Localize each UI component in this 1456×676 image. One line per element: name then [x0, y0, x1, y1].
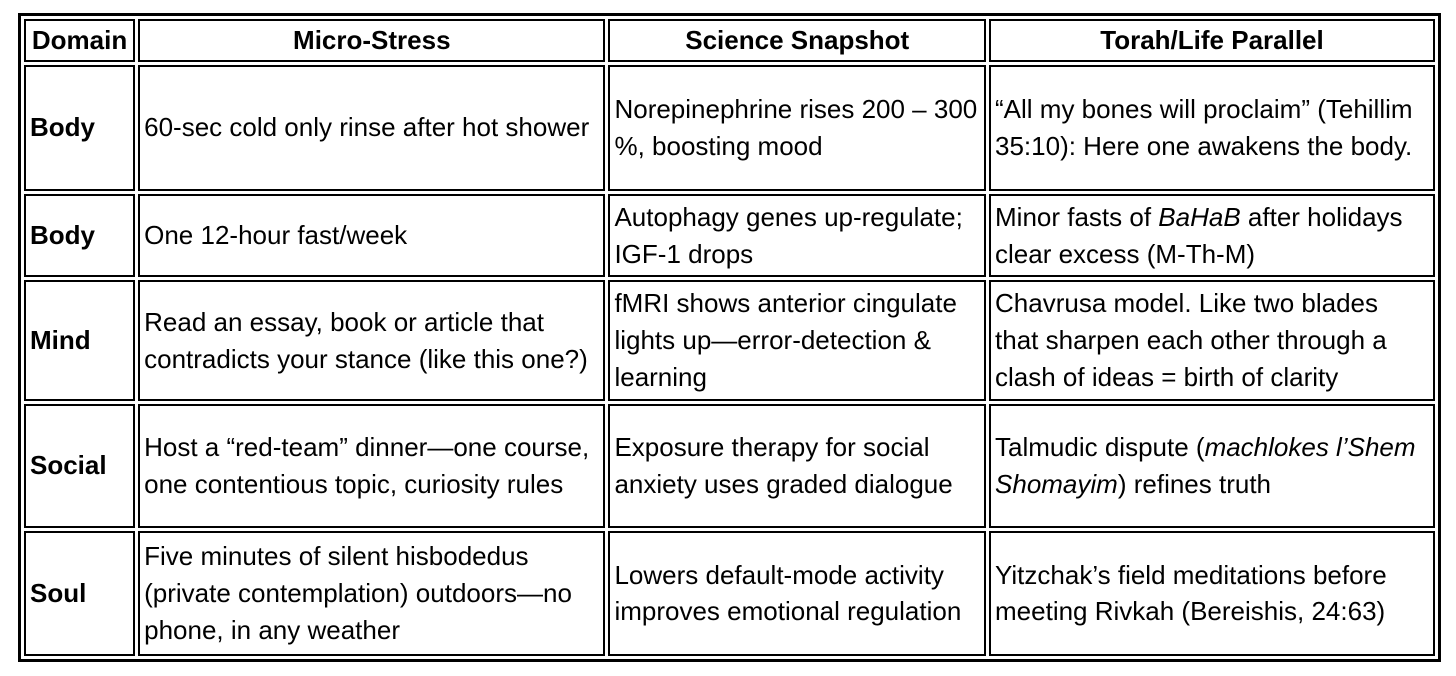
table-header-row: Domain Micro-Stress Science Snapshot Tor…: [24, 19, 1435, 62]
micro-stress-cell: 60-sec cold only rinse after hot shower: [138, 64, 606, 191]
header-science-snapshot: Science Snapshot: [608, 19, 987, 62]
micro-stress-cell: One 12-hour fast/week: [138, 193, 606, 278]
table-row: Body 60-sec cold only rinse after hot sh…: [24, 64, 1435, 191]
comparison-table: Domain Micro-Stress Science Snapshot Tor…: [18, 13, 1441, 662]
table-row: Social Host a “red-team” dinner—one cour…: [24, 403, 1435, 528]
torah-parallel-cell: Minor fasts of BaHaB after holidays clea…: [989, 193, 1435, 278]
header-torah-parallel: Torah/Life Parallel: [989, 19, 1435, 62]
micro-stress-cell: Five minutes of silent hisbodedus (priva…: [138, 530, 606, 656]
table-row: Body One 12-hour fast/week Autophagy gen…: [24, 193, 1435, 278]
torah-parallel-cell: Talmudic dispute (machlokes l’Shem Shoma…: [989, 403, 1435, 528]
domain-cell: Mind: [24, 280, 136, 401]
header-domain: Domain: [24, 19, 136, 62]
table-row: Soul Five minutes of silent hisbodedus (…: [24, 530, 1435, 656]
domain-cell: Soul: [24, 530, 136, 656]
science-snapshot-cell: Lowers default-mode activity improves em…: [608, 530, 987, 656]
micro-stress-cell: Host a “red-team” dinner—one course, one…: [138, 403, 606, 528]
torah-parallel-cell: Chavrusa model. Like two blades that sha…: [989, 280, 1435, 401]
science-snapshot-cell: Autophagy genes up-regulate; IGF-1 drops: [608, 193, 987, 278]
science-snapshot-cell: Exposure therapy for social anxiety uses…: [608, 403, 987, 528]
domain-cell: Body: [24, 64, 136, 191]
table-row: Mind Read an essay, book or article that…: [24, 280, 1435, 401]
torah-parallel-cell: Yitzchak’s field meditations before meet…: [989, 530, 1435, 656]
torah-parallel-cell: “All my bones will proclaim” (Tehillim 3…: [989, 64, 1435, 191]
domain-cell: Body: [24, 193, 136, 278]
science-snapshot-cell: Norepinephrine rises 200 – 300 %, boosti…: [608, 64, 987, 191]
header-micro-stress: Micro-Stress: [138, 19, 606, 62]
science-snapshot-cell: fMRI shows anterior cingulate lights up—…: [608, 280, 987, 401]
micro-stress-cell: Read an essay, book or article that cont…: [138, 280, 606, 401]
domain-cell: Social: [24, 403, 136, 528]
